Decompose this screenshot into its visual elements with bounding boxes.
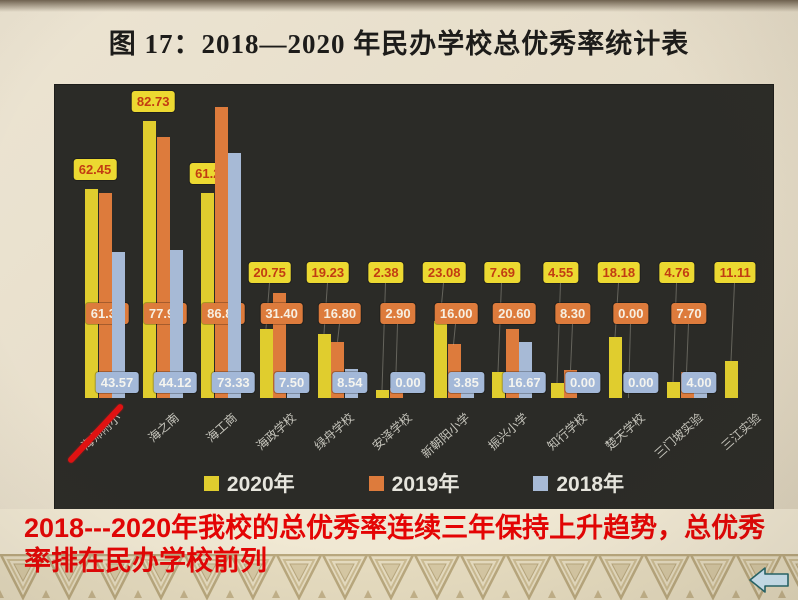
bar-2019年 (214, 107, 228, 398)
legend-swatch-icon (368, 475, 384, 491)
value-label-2020年: 4.55 (542, 262, 579, 283)
value-label-2020年: 20.75 (248, 262, 291, 283)
bar-2019年 (389, 388, 403, 398)
value-label-2020年: 7.69 (484, 262, 521, 283)
bar-2020年 (725, 360, 739, 398)
legend-item-2018年: 2018年 (533, 468, 624, 498)
legend-swatch-icon (203, 475, 219, 491)
caption-banner: 2018---2020年我校的总优秀率连续三年保持上升趋势，总优秀率排在民办学校… (0, 509, 798, 600)
leader-line (497, 282, 503, 373)
bar-2020年 (259, 328, 273, 398)
value-label-2018年: 3.85 (448, 372, 484, 393)
bar-2020年 (143, 121, 157, 398)
leader-line (730, 282, 736, 361)
leader-line (569, 323, 573, 371)
value-label-2020年: 4.76 (659, 262, 695, 283)
value-label-2018年: 4.00 (681, 372, 717, 393)
chart-title: 图 17：2018—2020 年民办学校总优秀率统计表 (108, 29, 690, 59)
category-label: 新朝阳小学 (418, 410, 473, 462)
bar-2018年 (228, 152, 242, 398)
red-slash-annotation (66, 402, 125, 465)
value-label-2018年: 43.57 (95, 372, 139, 393)
leader-line (381, 282, 386, 391)
bar-2020年 (667, 382, 680, 398)
value-label-2020年: 19.23 (306, 262, 350, 283)
value-label-2020年: 62.45 (73, 158, 117, 180)
bar-2020年 (317, 333, 331, 398)
bar-2019年 (98, 192, 112, 398)
bar-2020年 (376, 390, 389, 398)
value-label-2018年: 73.33 (212, 372, 255, 393)
category-label: 海政学校 (253, 410, 299, 454)
legend-label: 2018年 (556, 473, 625, 496)
bar-2020年 (492, 372, 506, 398)
value-label-2020年: 18.18 (597, 262, 641, 283)
value-label-2020年: 23.08 (422, 262, 466, 283)
value-label-2019年: 20.60 (493, 303, 536, 324)
legend: 2020年 2019年 2018年 (55, 468, 773, 498)
legend-item-2020年: 2020年 (203, 468, 295, 498)
category-label: 三门坡实验 (651, 410, 706, 462)
leader-line (556, 282, 561, 383)
bar-2018年 (170, 250, 184, 398)
leader-line (453, 323, 457, 345)
category-label: 海之南 (145, 410, 182, 445)
value-label-2019年: 16.00 (434, 303, 478, 324)
category-label: 知行学校 (544, 410, 590, 454)
legend-swatch-icon (533, 475, 549, 491)
category-label: 安泽学校 (369, 410, 415, 454)
bar-chart: 62.45 82.73 61.22 20.75 19.23 2.38 23.08 7.69 4.… (55, 85, 773, 509)
legend-label: 2019年 (391, 473, 460, 496)
bar-2020年 (434, 320, 448, 398)
decorative-border-pattern (0, 554, 798, 600)
value-label-2018年: 0.00 (390, 372, 426, 393)
bar-2020年 (201, 193, 215, 398)
category-label: 振兴小学 (486, 410, 532, 454)
category-label: 绿舟学校 (311, 410, 357, 454)
bar-2020年 (608, 337, 622, 398)
leader-line (672, 282, 677, 383)
bar-2020年 (85, 188, 98, 398)
caption-text: 2018---2020年我校的总优秀率连续三年保持上升趋势，总优秀率排在民办学校… (24, 513, 766, 576)
value-label-2018年: 0.00 (623, 372, 659, 393)
legend-item-2019年: 2019年 (368, 468, 460, 498)
category-label: 三江实验 (718, 410, 764, 454)
value-label-2018年: 7.50 (273, 372, 310, 393)
value-label-2018年: 8.54 (332, 372, 368, 393)
back-arrow-button[interactable] (748, 566, 790, 594)
value-label-2020年: 11.11 (714, 262, 756, 283)
leader-line (336, 323, 340, 342)
value-label-2019年: 2.90 (380, 303, 416, 324)
category-label: 楚天学校 (602, 410, 648, 454)
value-label-2019年: 8.30 (554, 303, 591, 324)
value-label-2020年: 2.38 (368, 262, 404, 283)
value-label-2019年: 7.70 (671, 303, 707, 324)
value-label-2018年: 0.00 (564, 372, 601, 393)
value-label-2018年: 44.12 (153, 372, 197, 393)
photo-edge-shadow (0, 0, 798, 12)
value-label-2020年: 82.73 (131, 91, 175, 113)
bar-2018年 (112, 252, 125, 398)
leader-line (686, 323, 689, 373)
bar-2020年 (550, 382, 564, 398)
legend-label: 2020年 (226, 473, 295, 496)
value-label-2018年: 16.67 (503, 372, 546, 393)
value-label-2019年: 16.80 (318, 303, 362, 324)
value-label-2019年: 31.40 (260, 303, 303, 324)
value-label-2019年: 0.00 (613, 303, 649, 324)
category-label: 海工商 (203, 410, 241, 445)
bar-2019年 (156, 137, 170, 398)
